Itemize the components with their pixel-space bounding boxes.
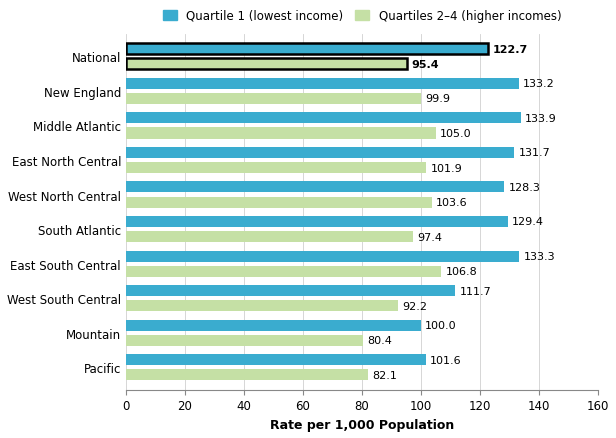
Bar [126,335,363,346]
X-axis label: Rate per 1,000 Population: Rate per 1,000 Population [270,418,454,431]
Bar [126,300,398,311]
Bar [126,320,421,331]
Bar [126,78,519,90]
Text: 101.6: 101.6 [430,355,461,365]
Bar [126,94,421,105]
Text: 133.2: 133.2 [523,79,555,89]
Bar [126,44,488,55]
Bar [126,113,521,124]
Text: 92.2: 92.2 [402,301,428,311]
Bar [126,128,436,139]
Bar [126,266,441,277]
Text: 101.9: 101.9 [431,163,463,173]
Text: 111.7: 111.7 [460,286,492,296]
Bar [126,148,514,159]
Text: 100.0: 100.0 [425,321,457,330]
Text: 131.7: 131.7 [519,148,551,158]
Bar [126,216,508,227]
Legend: Quartile 1 (lowest income), Quartiles 2–4 (higher incomes): Quartile 1 (lowest income), Quartiles 2–… [158,5,566,28]
Bar [126,197,432,208]
Bar [126,44,488,55]
Text: 99.9: 99.9 [425,94,450,104]
Bar [126,232,413,243]
Text: 105.0: 105.0 [440,129,472,139]
Text: 80.4: 80.4 [368,336,392,346]
Text: 122.7: 122.7 [492,45,527,55]
Text: 82.1: 82.1 [373,370,397,380]
Text: 133.3: 133.3 [524,251,555,261]
Text: 95.4: 95.4 [411,60,439,70]
Text: 103.6: 103.6 [436,198,468,208]
Bar [126,370,368,381]
Text: 129.4: 129.4 [512,217,544,227]
Bar [126,251,519,262]
Text: 106.8: 106.8 [445,267,477,277]
Bar [126,59,407,70]
Text: 97.4: 97.4 [418,232,443,242]
Bar [126,59,407,70]
Text: 133.9: 133.9 [525,113,557,124]
Bar [126,162,426,174]
Bar [126,354,426,365]
Bar [126,286,455,297]
Bar [126,182,505,193]
Text: 128.3: 128.3 [509,183,541,192]
